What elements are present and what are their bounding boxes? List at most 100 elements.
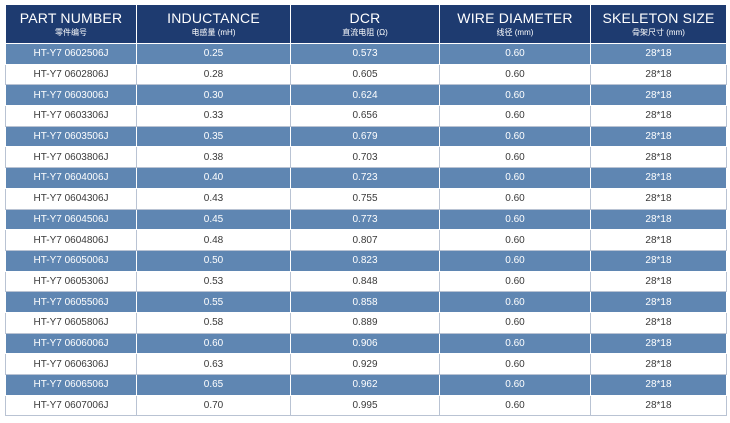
cell-inductance: 0.40: [136, 167, 291, 189]
cell-part-number: HT-Y7 0606506J: [5, 374, 137, 396]
table-body: HT-Y7 0602506J 0.25 0.573 0.60 28*18 HT-Y7 06…: [5, 43, 727, 417]
cell-part-number: HT-Y7 0604806J: [5, 229, 137, 251]
cell-wire-diameter: 0.60: [439, 208, 591, 231]
table-row: HT-Y7 0604306J 0.43 0.755 0.60 28*18: [5, 187, 727, 210]
table-row: HT-Y7 0603006J 0.30 0.624 0.60 28*18: [5, 84, 727, 107]
header-main-label: SKELETON SIZE: [602, 10, 715, 26]
cell-wire-diameter: 0.60: [439, 146, 591, 169]
cell-wire-diameter: 0.60: [439, 187, 591, 210]
cell-skeleton-size: 28*18: [590, 374, 727, 396]
table-row: HT-Y7 0605006J 0.50 0.823 0.60 28*18: [5, 249, 727, 272]
cell-dcr: 0.755: [290, 187, 440, 210]
cell-wire-diameter: 0.60: [439, 311, 591, 334]
table-row: HT-Y7 0606306J 0.63 0.929 0.60 28*18: [5, 353, 727, 375]
cell-part-number: HT-Y7 0604306J: [5, 187, 137, 210]
cell-part-number: HT-Y7 0602506J: [5, 43, 137, 65]
header-row: PART NUMBER 零件编号 INDUCTANCE 电感量 (mH) DCR…: [5, 4, 727, 44]
cell-wire-diameter: 0.60: [439, 167, 591, 189]
header-dcr: DCR 直流电阻 (Ω): [290, 4, 440, 44]
cell-wire-diameter: 0.60: [439, 332, 591, 355]
table-row: HT-Y7 0606006J 0.60 0.906 0.60 28*18: [5, 332, 727, 355]
header-skeleton-size: SKELETON SIZE 骨架尺寸 (mm): [590, 4, 727, 44]
cell-part-number: HT-Y7 0605806J: [5, 311, 137, 334]
cell-skeleton-size: 28*18: [590, 229, 727, 251]
table-header: PART NUMBER 零件编号 INDUCTANCE 电感量 (mH) DCR…: [5, 4, 727, 44]
cell-dcr: 0.624: [290, 84, 440, 107]
header-sub-label: 电感量 (mH): [191, 28, 236, 37]
cell-wire-diameter: 0.60: [439, 291, 591, 313]
table-row: HT-Y7 0607006J 0.70 0.995 0.60 28*18: [5, 394, 727, 417]
spec-table: PART NUMBER 零件编号 INDUCTANCE 电感量 (mH) DCR…: [5, 4, 727, 417]
cell-inductance: 0.45: [136, 208, 291, 231]
table-row: HT-Y7 0602806J 0.28 0.605 0.60 28*18: [5, 63, 727, 86]
table-row: HT-Y7 0603806J 0.38 0.703 0.60 28*18: [5, 146, 727, 169]
cell-inductance: 0.48: [136, 229, 291, 251]
cell-part-number: HT-Y7 0606006J: [5, 332, 137, 355]
cell-skeleton-size: 28*18: [590, 125, 727, 148]
cell-skeleton-size: 28*18: [590, 394, 727, 417]
cell-wire-diameter: 0.60: [439, 84, 591, 107]
cell-inductance: 0.60: [136, 332, 291, 355]
cell-part-number: HT-Y7 0605006J: [5, 249, 137, 272]
cell-wire-diameter: 0.60: [439, 63, 591, 86]
cell-skeleton-size: 28*18: [590, 311, 727, 334]
cell-wire-diameter: 0.60: [439, 394, 591, 417]
header-sub-label: 线径 (mm): [496, 28, 534, 37]
cell-skeleton-size: 28*18: [590, 105, 727, 127]
cell-skeleton-size: 28*18: [590, 187, 727, 210]
cell-dcr: 0.573: [290, 43, 440, 65]
cell-part-number: HT-Y7 0607006J: [5, 394, 137, 417]
cell-dcr: 0.858: [290, 291, 440, 313]
header-sub-label: 零件编号: [55, 28, 87, 37]
header-main-label: WIRE DIAMETER: [457, 10, 573, 26]
cell-skeleton-size: 28*18: [590, 63, 727, 86]
cell-inductance: 0.30: [136, 84, 291, 107]
cell-wire-diameter: 0.60: [439, 105, 591, 127]
cell-inductance: 0.33: [136, 105, 291, 127]
cell-dcr: 0.773: [290, 208, 440, 231]
cell-skeleton-size: 28*18: [590, 167, 727, 189]
cell-wire-diameter: 0.60: [439, 353, 591, 375]
cell-inductance: 0.53: [136, 270, 291, 293]
cell-skeleton-size: 28*18: [590, 84, 727, 107]
cell-wire-diameter: 0.60: [439, 374, 591, 396]
cell-skeleton-size: 28*18: [590, 332, 727, 355]
cell-skeleton-size: 28*18: [590, 270, 727, 293]
cell-skeleton-size: 28*18: [590, 146, 727, 169]
cell-wire-diameter: 0.60: [439, 125, 591, 148]
cell-skeleton-size: 28*18: [590, 291, 727, 313]
table-row: HT-Y7 0605306J 0.53 0.848 0.60 28*18: [5, 270, 727, 293]
cell-dcr: 0.889: [290, 311, 440, 334]
cell-wire-diameter: 0.60: [439, 229, 591, 251]
cell-wire-diameter: 0.60: [439, 270, 591, 293]
cell-dcr: 0.703: [290, 146, 440, 169]
cell-inductance: 0.25: [136, 43, 291, 65]
cell-dcr: 0.995: [290, 394, 440, 417]
header-sub-label: 直流电阻 (Ω): [342, 28, 388, 37]
cell-inductance: 0.38: [136, 146, 291, 169]
cell-part-number: HT-Y7 0606306J: [5, 353, 137, 375]
cell-inductance: 0.58: [136, 311, 291, 334]
header-inductance: INDUCTANCE 电感量 (mH): [136, 4, 291, 44]
cell-dcr: 0.906: [290, 332, 440, 355]
cell-inductance: 0.35: [136, 125, 291, 148]
header-main-label: DCR: [349, 10, 381, 26]
cell-part-number: HT-Y7 0603806J: [5, 146, 137, 169]
cell-part-number: HT-Y7 0602806J: [5, 63, 137, 86]
table-row: HT-Y7 0606506J 0.65 0.962 0.60 28*18: [5, 374, 727, 396]
header-sub-label: 骨架尺寸 (mm): [632, 28, 685, 37]
cell-skeleton-size: 28*18: [590, 249, 727, 272]
header-main-label: INDUCTANCE: [167, 10, 260, 26]
cell-wire-diameter: 0.60: [439, 43, 591, 65]
cell-dcr: 0.679: [290, 125, 440, 148]
table-row: HT-Y7 0604006J 0.40 0.723 0.60 28*18: [5, 167, 727, 189]
table-row: HT-Y7 0605506J 0.55 0.858 0.60 28*18: [5, 291, 727, 313]
table-row: HT-Y7 0603306J 0.33 0.656 0.60 28*18: [5, 105, 727, 127]
cell-dcr: 0.807: [290, 229, 440, 251]
header-main-label: PART NUMBER: [19, 10, 123, 26]
cell-dcr: 0.962: [290, 374, 440, 396]
cell-part-number: HT-Y7 0603506J: [5, 125, 137, 148]
cell-wire-diameter: 0.60: [439, 249, 591, 272]
cell-inductance: 0.63: [136, 353, 291, 375]
cell-skeleton-size: 28*18: [590, 208, 727, 231]
